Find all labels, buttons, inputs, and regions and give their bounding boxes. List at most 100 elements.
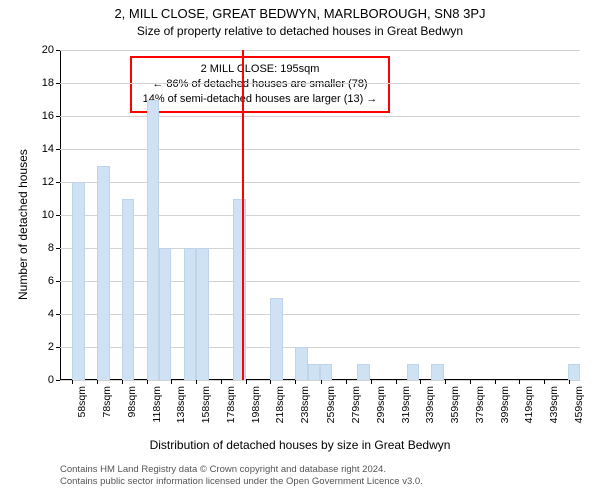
x-tick-mark — [371, 380, 372, 384]
x-tick-label: 439sqm — [548, 386, 560, 423]
footer-line2: Contains public sector information licen… — [60, 476, 423, 488]
histogram-bar — [357, 364, 369, 381]
x-tick-label: 218sqm — [274, 386, 286, 423]
annotation-line1: 2 MILL CLOSE: 195sqm — [140, 62, 380, 77]
grid-line — [60, 83, 580, 84]
y-tick-label: 16 — [42, 110, 54, 122]
y-tick-label: 2 — [48, 341, 54, 353]
histogram-bar — [72, 182, 84, 380]
y-tick-mark — [56, 347, 60, 348]
y-tick-mark — [56, 281, 60, 282]
y-tick-mark — [56, 380, 60, 381]
x-tick-label: 58sqm — [76, 386, 88, 418]
x-tick-label: 379sqm — [474, 386, 486, 423]
y-tick-mark — [56, 83, 60, 84]
grid-line — [60, 50, 580, 51]
histogram-bar — [270, 298, 282, 381]
grid-line — [60, 314, 580, 315]
y-tick-label: 8 — [48, 242, 54, 254]
y-tick-label: 10 — [42, 209, 54, 221]
histogram-bar — [295, 347, 307, 380]
y-tick-label: 20 — [42, 44, 54, 56]
y-tick-mark — [56, 248, 60, 249]
x-tick-mark — [246, 380, 247, 384]
grid-line — [60, 248, 580, 249]
x-tick-label: 459sqm — [573, 386, 585, 423]
x-tick-label: 339sqm — [424, 386, 436, 423]
x-tick-label: 238sqm — [299, 386, 311, 423]
y-tick-label: 6 — [48, 275, 54, 287]
x-tick-label: 319sqm — [400, 386, 412, 423]
x-tick-mark — [346, 380, 347, 384]
x-tick-label: 158sqm — [200, 386, 212, 423]
x-tick-label: 359sqm — [449, 386, 461, 423]
y-tick-label: 14 — [42, 143, 54, 155]
y-tick-label: 0 — [48, 374, 54, 386]
grid-line — [60, 116, 580, 117]
x-tick-mark — [122, 380, 123, 384]
histogram-bar — [184, 248, 196, 380]
x-tick-mark — [544, 380, 545, 384]
y-tick-mark — [56, 149, 60, 150]
histogram-bar — [568, 364, 580, 381]
y-tick-label: 18 — [42, 77, 54, 89]
x-tick-label: 118sqm — [151, 386, 163, 423]
x-tick-mark — [221, 380, 222, 384]
x-tick-label: 279sqm — [350, 386, 362, 423]
y-tick-mark — [56, 215, 60, 216]
y-tick-label: 4 — [48, 308, 54, 320]
annotation-line3: 14% of semi-detached houses are larger (… — [140, 92, 380, 107]
y-axis-label: Number of detached houses — [16, 149, 30, 300]
plot-area: 2 MILL CLOSE: 195sqm ← 86% of detached h… — [60, 50, 580, 380]
histogram-bar — [320, 364, 332, 381]
histogram-bar — [122, 199, 134, 381]
y-tick-label: 12 — [42, 176, 54, 188]
x-tick-label: 138sqm — [175, 386, 187, 423]
x-tick-label: 259sqm — [325, 386, 337, 423]
histogram-bar — [407, 364, 419, 381]
x-tick-mark — [569, 380, 570, 384]
x-tick-label: 78sqm — [101, 386, 113, 418]
annotation-box: 2 MILL CLOSE: 195sqm ← 86% of detached h… — [130, 56, 390, 113]
histogram-bar — [431, 364, 443, 381]
grid-line — [60, 215, 580, 216]
histogram-bar — [196, 248, 208, 380]
x-tick-mark — [72, 380, 73, 384]
chart-title-line2: Size of property relative to detached ho… — [0, 24, 600, 38]
grid-line — [60, 347, 580, 348]
reference-line — [242, 50, 244, 380]
x-tick-mark — [97, 380, 98, 384]
x-tick-mark — [321, 380, 322, 384]
y-tick-mark — [56, 182, 60, 183]
grid-line — [60, 182, 580, 183]
histogram-bar — [97, 166, 109, 381]
histogram-bar — [308, 364, 320, 381]
x-tick-mark — [470, 380, 471, 384]
x-tick-mark — [420, 380, 421, 384]
grid-line — [60, 380, 580, 381]
x-tick-mark — [396, 380, 397, 384]
x-tick-mark — [445, 380, 446, 384]
x-tick-label: 178sqm — [225, 386, 237, 423]
x-tick-label: 299sqm — [375, 386, 387, 423]
y-tick-mark — [56, 314, 60, 315]
x-tick-label: 98sqm — [126, 386, 138, 418]
histogram-bar — [159, 248, 171, 380]
x-tick-mark — [147, 380, 148, 384]
y-tick-mark — [56, 50, 60, 51]
x-tick-mark — [495, 380, 496, 384]
x-tick-label: 399sqm — [499, 386, 511, 423]
x-tick-mark — [519, 380, 520, 384]
chart-container: 2, MILL CLOSE, GREAT BEDWYN, MARLBOROUGH… — [0, 0, 600, 500]
grid-line — [60, 149, 580, 150]
grid-line — [60, 281, 580, 282]
footer-attribution: Contains HM Land Registry data © Crown c… — [60, 464, 423, 489]
x-tick-mark — [270, 380, 271, 384]
chart-title-line1: 2, MILL CLOSE, GREAT BEDWYN, MARLBOROUGH… — [0, 6, 600, 21]
x-tick-mark — [196, 380, 197, 384]
histogram-bar — [147, 100, 159, 381]
x-axis-label: Distribution of detached houses by size … — [0, 438, 600, 452]
x-tick-label: 419sqm — [523, 386, 535, 423]
x-tick-mark — [171, 380, 172, 384]
x-tick-label: 198sqm — [250, 386, 262, 423]
